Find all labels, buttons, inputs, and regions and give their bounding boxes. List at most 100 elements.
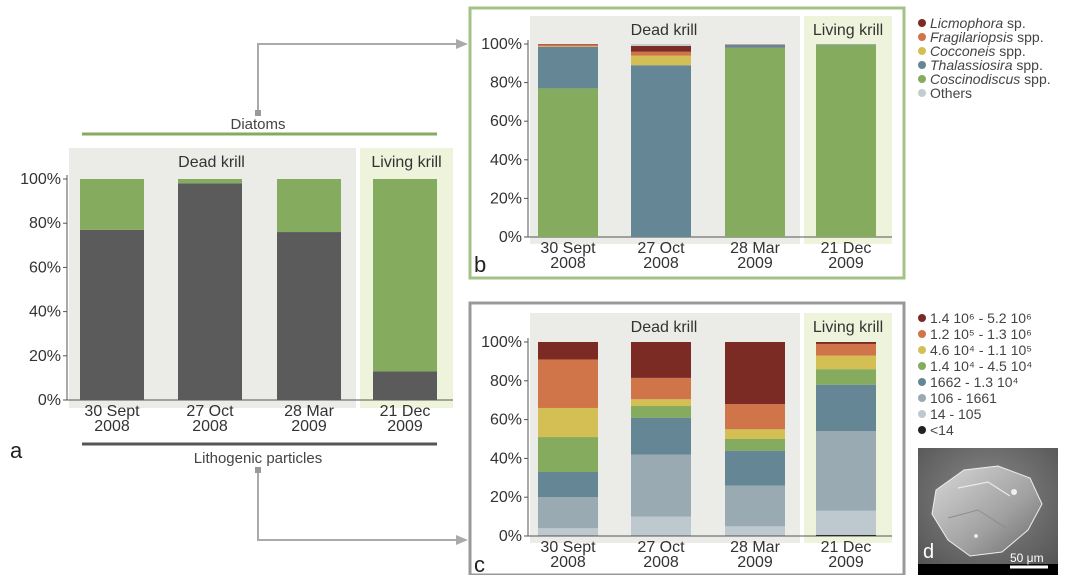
bar-segment (725, 450, 785, 486)
bar-segment (816, 510, 876, 536)
legend-item: 4.6 10⁴ - 1.1 10⁵ (918, 342, 1032, 358)
y-tick-label: 60% (490, 113, 522, 130)
panel-label-c: c (474, 552, 485, 575)
bar-segment (538, 407, 598, 438)
bar-segment (631, 377, 691, 400)
legend-swatch (918, 362, 926, 370)
legend-label: Others (930, 85, 973, 101)
bar-segment (80, 179, 144, 230)
y-tick-label: 20% (490, 190, 522, 207)
legend-swatch (918, 61, 926, 69)
legend-swatch (918, 89, 926, 97)
y-tick-label: 40% (29, 304, 61, 321)
legend-item: <14 (918, 422, 1032, 438)
bar-segment (725, 342, 785, 405)
legend-item: 1662 - 1.3 10⁴ (918, 374, 1032, 390)
x-tick-label: 30 Sept 2008 (540, 539, 596, 571)
bar-segment (631, 399, 691, 407)
dead-krill-label: Dead krill (631, 22, 698, 39)
legend-item: Cocconeis spp. (918, 44, 1051, 58)
legend-label: 14 - 105 (930, 406, 982, 422)
diatom-taxa-legend: Licmophora sp. Fragilariopsis spp. Coccone… (918, 16, 1051, 100)
bar-segment (816, 535, 876, 536)
panel-b-frame (468, 6, 906, 280)
bar-segment (725, 47, 785, 237)
lithogenic-connector-arrowhead (456, 535, 468, 545)
panel-label-b: b (474, 252, 486, 277)
bar-segment (631, 51, 691, 56)
x-tick-label: 27 Oct 2008 (186, 403, 234, 435)
diatoms-connector-arrow (257, 43, 458, 112)
x-tick-label: 30 Sept 2008 (84, 403, 140, 435)
y-tick-label: 40% (490, 450, 522, 467)
panel-c-frame (468, 301, 906, 575)
legend-label-suffix: spp. (1013, 29, 1044, 45)
bar-segment (80, 229, 144, 400)
bar-segment (538, 528, 598, 536)
dead-krill-label: Dead krill (631, 319, 698, 336)
panel-label-d: d (923, 541, 934, 563)
bar-segment (725, 429, 785, 439)
legend-label: Licmophora (930, 15, 1004, 31)
bar-segment (725, 44, 785, 45)
bar-segment (373, 371, 437, 400)
y-tick-label: 100% (481, 334, 522, 351)
y-tick-label: 0% (38, 392, 61, 409)
y-tick-label: 60% (490, 412, 522, 429)
bar-segment (816, 355, 876, 370)
lithogenic-connector-arrow (257, 471, 458, 541)
bar-segment (631, 342, 691, 378)
legend-label: Thalassiosira (930, 57, 1013, 73)
legend-item: 1.4 10⁴ - 4.5 10⁴ (918, 358, 1032, 374)
bar-segment (538, 437, 598, 472)
bar-segment (631, 417, 691, 455)
bar-segment (631, 45, 691, 52)
y-tick-label: 20% (29, 348, 61, 365)
bar-segment (816, 431, 876, 511)
bar-segment (725, 485, 785, 527)
bar-segment (816, 44, 876, 45)
diatoms-connector-arrowhead (456, 39, 468, 49)
bar-segment (538, 46, 598, 89)
bar-segment (725, 44, 785, 48)
legend-label: 4.6 10⁴ - 1.1 10⁵ (930, 342, 1033, 358)
legend-swatch (918, 378, 926, 386)
bar-segment (538, 471, 598, 498)
bar-segment (631, 55, 691, 66)
lithogenic-connector-node (255, 467, 261, 473)
legend-label-suffix: spp. (995, 43, 1026, 59)
legend-item: Fragilariopsis spp. (918, 30, 1051, 44)
legend-label-suffix: spp. (1020, 71, 1051, 87)
particle-size-legend: 1.4 10⁶ - 5.2 10⁶ 1.2 10⁵ - 1.3 10⁶ 4.6 10… (918, 310, 1032, 438)
legend-item: Coscinodiscus spp. (918, 72, 1051, 86)
y-tick-label: 40% (490, 152, 522, 169)
bar-segment (725, 526, 785, 536)
bar-segment (373, 179, 437, 372)
panel-label-a: a (10, 438, 23, 463)
bar-segment (816, 342, 876, 344)
x-tick-label: 21 Dec 2009 (821, 539, 872, 571)
legend-label: Coscinodiscus (930, 71, 1021, 87)
chart-panel-c: Dead krill Living krill 0% 20% 40% 60% 80% 100%… (481, 313, 892, 571)
x-tick-label: 27 Oct 2008 (637, 240, 685, 272)
legend-item: Licmophora sp. (918, 16, 1051, 30)
y-tick-label: 20% (490, 489, 522, 506)
legend-item: Others (918, 86, 1051, 100)
bar-segment (178, 183, 242, 400)
bar-segment (538, 88, 598, 237)
legend-label-suffix: sp. (1003, 15, 1026, 31)
bar-segment (538, 44, 598, 47)
x-tick-label: 21 Dec 2009 (821, 240, 872, 272)
bar-segment (816, 384, 876, 432)
bar-segment (816, 369, 876, 385)
legend-label: Fragilariopsis (930, 29, 1014, 45)
y-tick-label: 100% (481, 36, 522, 53)
legend-item: 1.2 10⁵ - 1.3 10⁶ (918, 326, 1032, 342)
lithogenic-particle-image (931, 465, 1043, 557)
legend-item: 1.4 10⁶ - 5.2 10⁶ (918, 310, 1032, 326)
legend-label: 1662 - 1.3 10⁴ (930, 374, 1019, 390)
legend-swatch (918, 410, 926, 418)
legend-label: 1.4 10⁶ - 5.2 10⁶ (930, 310, 1032, 326)
y-tick-label: 60% (29, 259, 61, 276)
bar-segment (277, 179, 341, 233)
